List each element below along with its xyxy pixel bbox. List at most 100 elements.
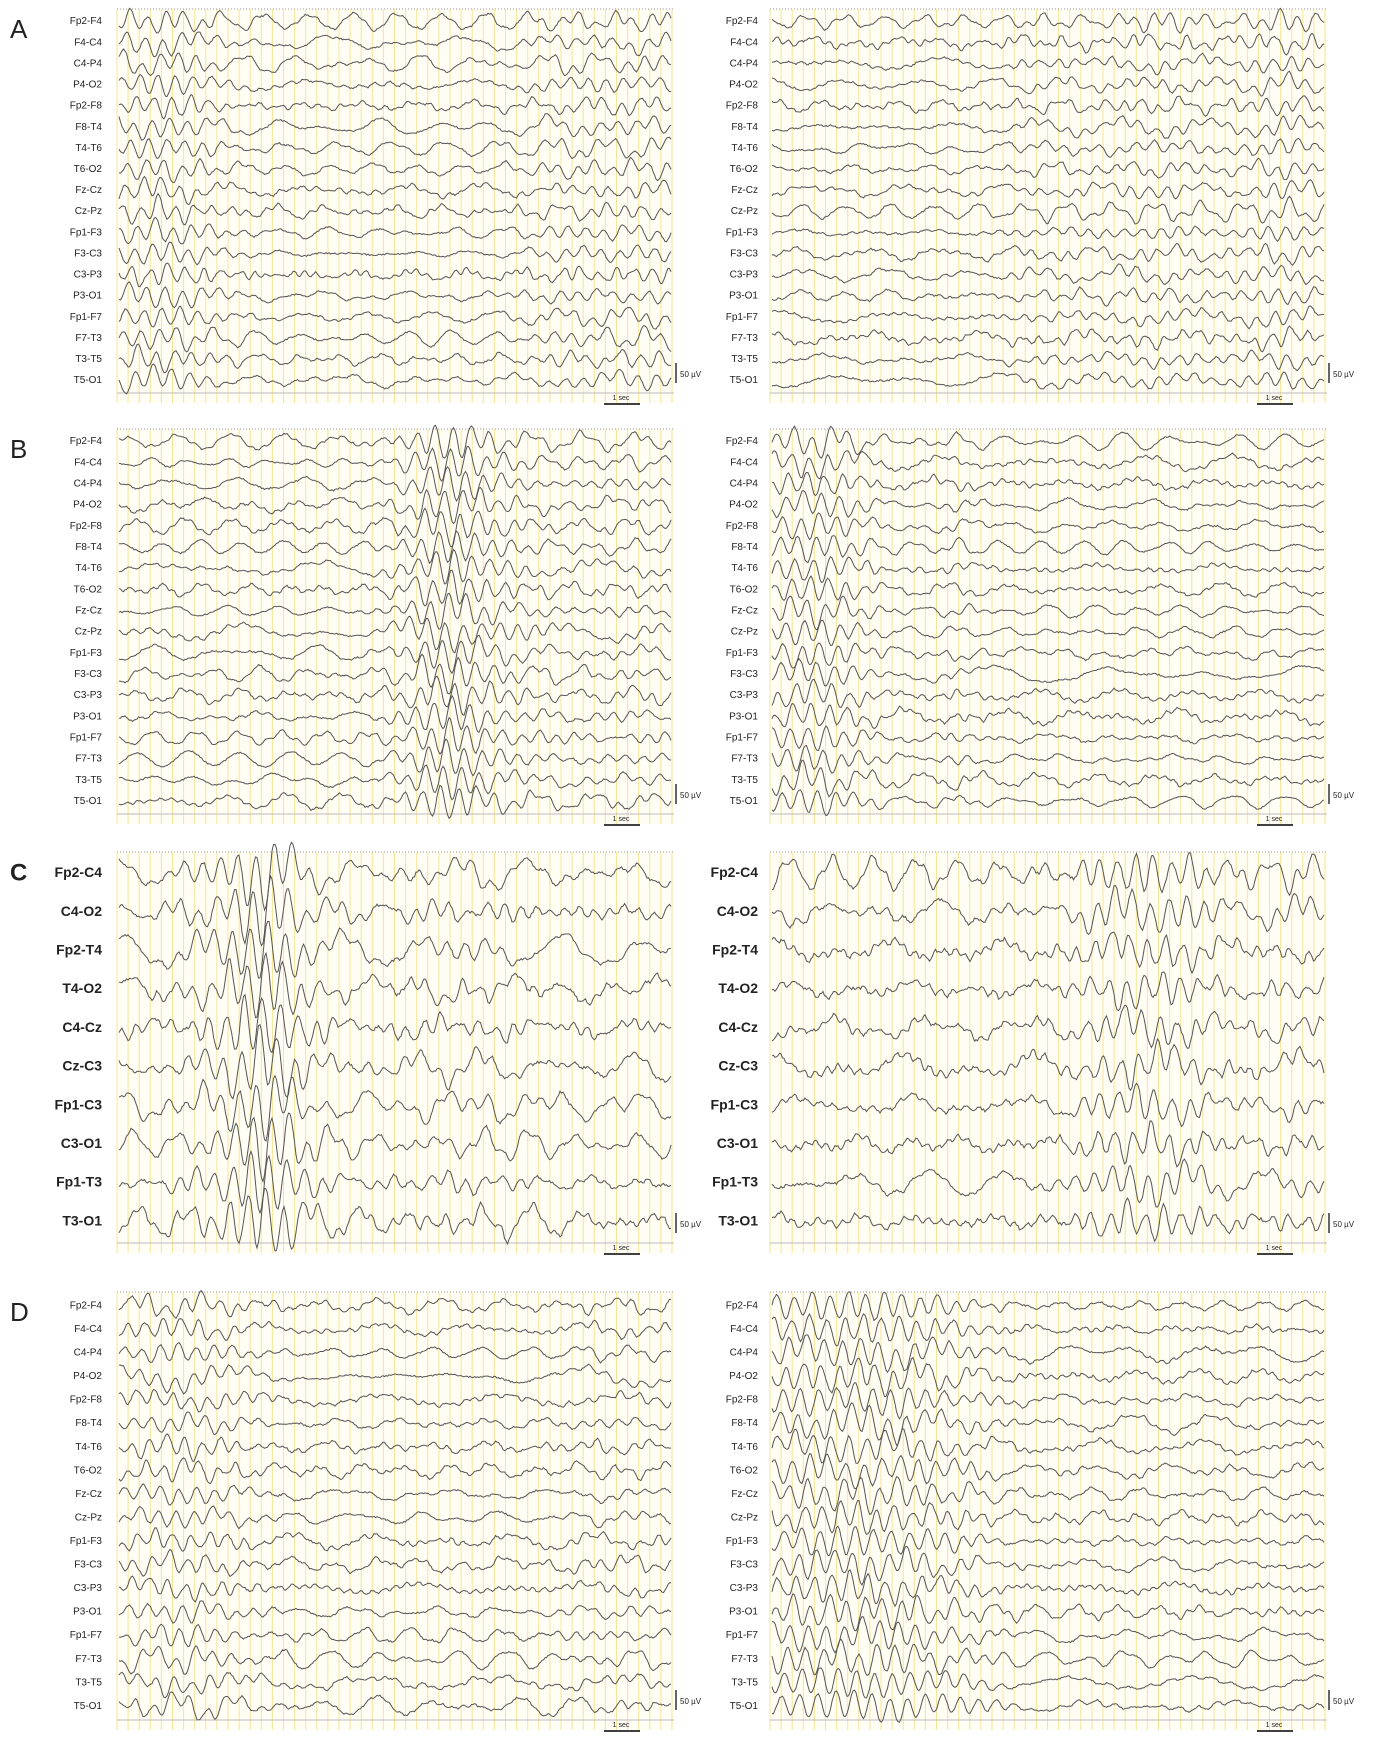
channel-label: C3-P3: [730, 1583, 759, 1594]
eeg-recording: 50 µV 1 sec: [116, 1290, 702, 1732]
eeg-trace: [771, 286, 1325, 307]
eeg-trace: [118, 694, 672, 734]
eeg-trace: [771, 931, 1325, 975]
channel-label: Fp2-F8: [70, 1395, 103, 1406]
channel-label: C4-P4: [74, 1348, 103, 1359]
eeg-trace: [118, 569, 672, 607]
trace-background: [770, 1292, 1327, 1730]
eeg-trace: [771, 114, 1325, 139]
channel-label: T6-O2: [730, 1465, 759, 1476]
eeg-trace: [118, 634, 672, 675]
eeg-trace: [118, 1342, 672, 1364]
trace-background: [770, 852, 1327, 1253]
eeg-trace: [118, 48, 672, 77]
eeg-trace: [771, 1158, 1325, 1208]
eeg-trace: [118, 1433, 672, 1462]
channel-label: T4-T6: [75, 143, 102, 154]
eeg-trace: [118, 592, 672, 630]
channel-label: Fp1-F3: [726, 1536, 759, 1547]
channel-label: F3-C3: [74, 669, 102, 680]
channel-label: C4-P4: [730, 479, 759, 490]
channel-label: Fz-Cz: [731, 185, 758, 196]
eeg-trace: [771, 1568, 1325, 1608]
channel-label: F8-T4: [731, 122, 758, 133]
panel-label: B: [10, 434, 27, 464]
eeg-trace: [118, 1074, 672, 1142]
eeg-trace: [771, 1428, 1325, 1464]
eeg-trace: [771, 1453, 1325, 1490]
eeg-trace: [118, 784, 672, 819]
channel-label: F8-T4: [75, 1418, 102, 1429]
channel-label: C4-P4: [730, 58, 759, 69]
eeg-trace: [771, 1037, 1325, 1092]
eeg-trace: [118, 192, 672, 226]
eeg-trace: [118, 94, 672, 120]
channel-label: Fz-Cz: [75, 1489, 102, 1500]
eeg-trace: [771, 971, 1325, 1012]
channel-label: P3-O1: [729, 291, 758, 302]
channel-label: C3-O1: [61, 1135, 102, 1151]
panel-label: D: [10, 1297, 29, 1327]
eeg-trace: [118, 136, 672, 160]
time-scale-label: 1 sec: [613, 1245, 630, 1252]
time-scale-label: 1 sec: [1266, 395, 1283, 402]
channel-label: P4-O2: [73, 500, 102, 511]
eeg-trace: [118, 1112, 672, 1184]
eeg-trace: [771, 195, 1325, 225]
eeg-trace: [118, 343, 672, 374]
channel-label: Fp2-F8: [726, 521, 759, 532]
channel-label: Fp2-C4: [55, 864, 103, 880]
eeg-trace: [771, 725, 1325, 752]
channel-label: Cz-Pz: [75, 1512, 102, 1523]
channel-label: F3-C3: [730, 1560, 758, 1571]
eeg-trace: [771, 137, 1325, 158]
channel-label: Fp2-F4: [726, 16, 759, 27]
channel-label: Fp2-F4: [726, 436, 759, 447]
time-scale-label: 1 sec: [613, 816, 630, 823]
eeg-trace: [771, 789, 1325, 817]
channel-label: Fp2-F4: [70, 16, 103, 27]
channel-label: P3-O1: [73, 711, 102, 722]
time-scale-label: 1 sec: [613, 1722, 630, 1729]
channel-label: T4-T6: [731, 1442, 758, 1453]
channel-label: T3-T5: [75, 1677, 102, 1688]
eeg-trace: [118, 1290, 672, 1319]
channel-label: F8-T4: [75, 542, 102, 553]
eeg-trace: [771, 619, 1325, 647]
eeg-trace: [118, 1505, 672, 1530]
channel-label: Fp1-T3: [56, 1174, 102, 1190]
channel-label: F3-C3: [74, 248, 102, 259]
channel-label: Fz-Cz: [731, 606, 758, 617]
eeg-trace: [118, 1318, 672, 1341]
eeg-trace: [771, 325, 1325, 353]
eeg-trace: [118, 1024, 672, 1100]
channel-label: T3-T5: [731, 775, 758, 786]
channel-label: T4-T6: [75, 563, 102, 574]
eeg-trace: [118, 1187, 672, 1252]
eeg-trace: [771, 371, 1325, 390]
eeg-trace: [119, 530, 672, 565]
trace-background: [117, 852, 674, 1253]
eeg-trace: [118, 241, 672, 266]
channel-label: F3-C3: [730, 669, 758, 680]
channel-label: F4-C4: [74, 457, 102, 468]
eeg-trace: [771, 1382, 1325, 1420]
channel-label: Fp1-F3: [70, 227, 103, 238]
eeg-trace: [771, 1689, 1325, 1723]
eeg-trace: [118, 363, 672, 395]
amplitude-scale-label: 50 µV: [680, 370, 702, 379]
channel-label: Cz-Pz: [731, 206, 758, 217]
eeg-trace: [118, 764, 672, 801]
channel-label: Fp2-F8: [70, 521, 103, 532]
eeg-trace: [118, 841, 672, 912]
eeg-trace: [118, 466, 672, 502]
eeg-trace: [118, 113, 672, 141]
eeg-recording: 50 µV 1 sec: [116, 424, 702, 826]
channel-label: Cz-Pz: [75, 206, 102, 217]
eeg-trace: [118, 7, 672, 34]
channel-label: P4-O2: [729, 1371, 758, 1382]
channel-label: Fz-Cz: [75, 185, 102, 196]
eeg-trace: [118, 324, 672, 353]
